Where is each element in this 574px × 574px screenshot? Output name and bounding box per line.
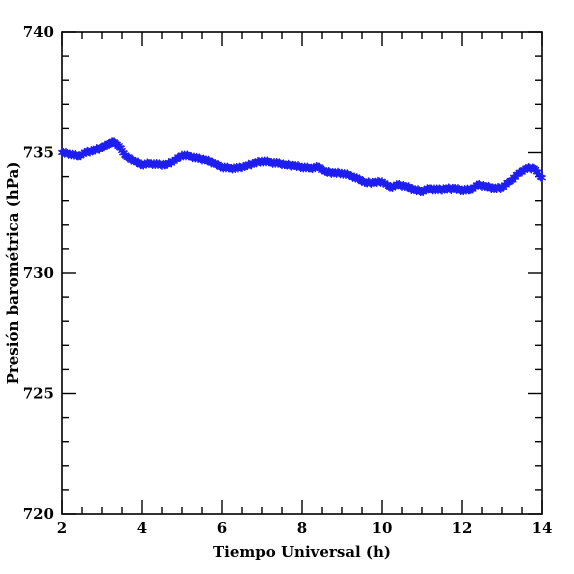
x-tick-label: 14	[532, 519, 553, 537]
x-tick-label: 12	[452, 519, 473, 537]
x-tick-label: 4	[137, 519, 147, 537]
plot-frame	[61, 31, 543, 515]
y-tick-label: 720	[23, 505, 54, 523]
tick-labels: 2 4 6 8 10 12 14 720 725 730 735 740	[23, 23, 553, 537]
y-axis-title: Presión barométrica (hPa)	[4, 162, 22, 385]
y-tick-label: 725	[23, 385, 54, 403]
y-tick-label: 735	[23, 144, 54, 162]
y-tick-label: 730	[23, 264, 54, 282]
x-axis-title: Tiempo Universal (h)	[213, 543, 391, 561]
x-tick-label: 8	[297, 519, 307, 537]
x-tick-label: 2	[57, 519, 67, 537]
y-tick-label: 740	[23, 23, 54, 41]
data-series	[58, 137, 546, 197]
x-tick-label: 10	[372, 519, 393, 537]
axis-ticks	[61, 31, 543, 515]
x-tick-label: 6	[217, 519, 227, 537]
data-point	[538, 173, 546, 183]
